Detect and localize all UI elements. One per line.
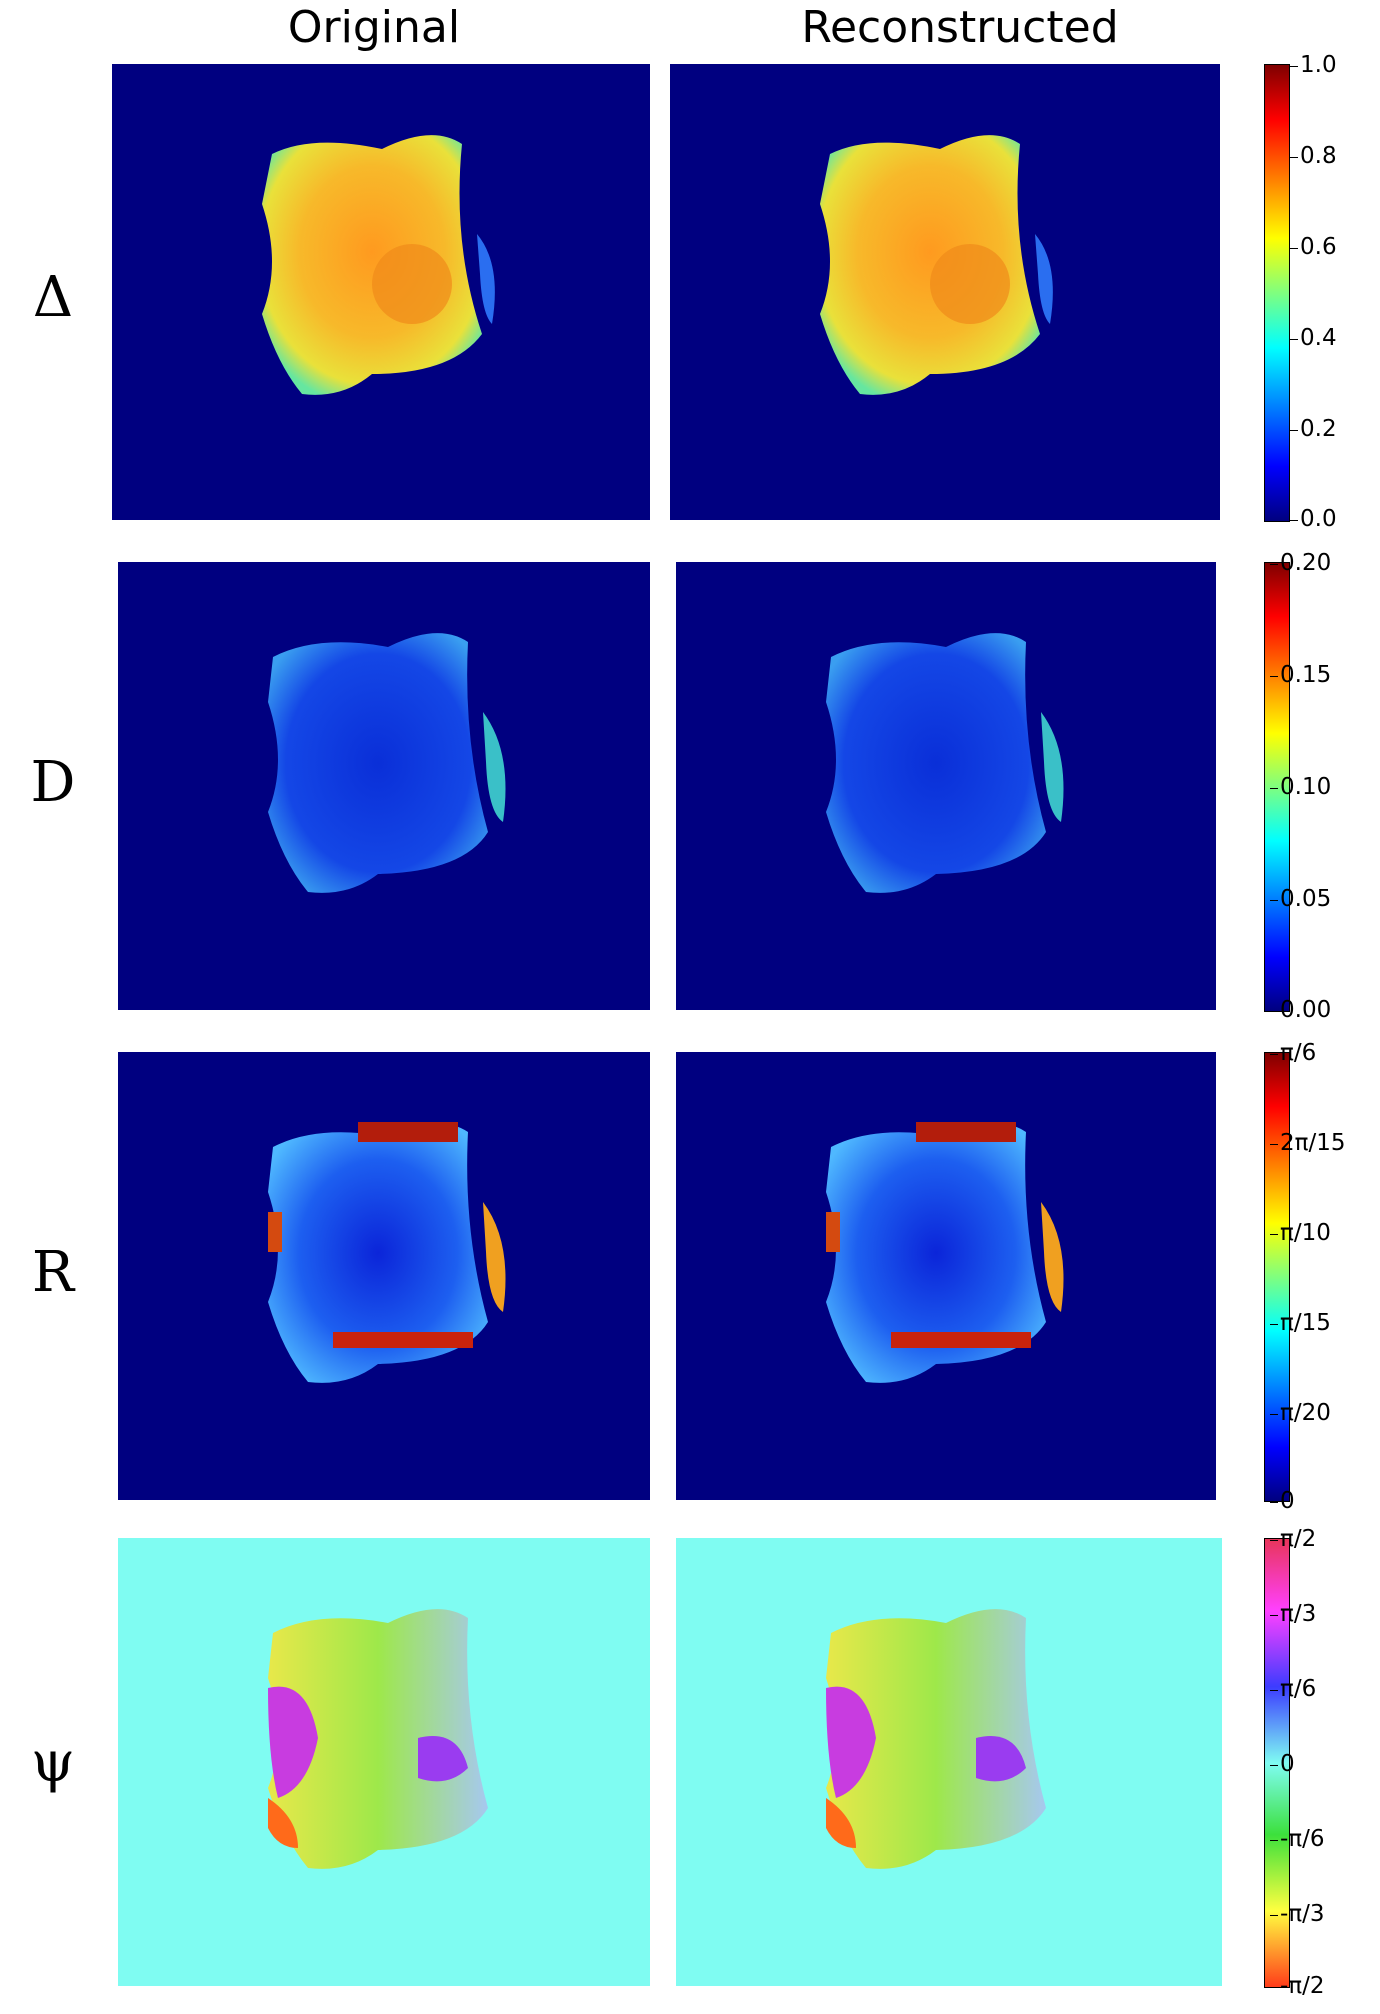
tick-r-1: 2π/15 xyxy=(1270,1130,1346,1156)
tick-r-2: π/10 xyxy=(1270,1220,1331,1246)
tick-psi-5: -π/3 xyxy=(1270,1901,1325,1927)
column-title-reconstructed: Reconstructed xyxy=(801,2,1119,53)
colorbar-psi xyxy=(1264,1538,1290,1988)
tick-d-1: 0.15 xyxy=(1269,662,1332,688)
tick-psi-1: π/3 xyxy=(1269,1601,1317,1627)
row-label-delta: Δ xyxy=(32,265,74,330)
tick-delta-4: 0.2 xyxy=(1290,416,1337,442)
panel-psi-original xyxy=(118,1538,650,1986)
tick-d-4: 0.00 xyxy=(1269,997,1332,1023)
tick-r-3: π/15 xyxy=(1270,1310,1331,1336)
colorbar-r xyxy=(1264,1052,1290,1502)
tick-d-2: 0.10 xyxy=(1269,774,1332,800)
tick-d-3: 0.05 xyxy=(1269,886,1332,912)
tick-delta-2: 0.6 xyxy=(1290,234,1337,260)
panel-r-original xyxy=(118,1052,650,1500)
tick-r-0: π/6 xyxy=(1269,1040,1317,1066)
panel-delta-original xyxy=(112,64,650,520)
delta-original-map xyxy=(112,64,650,520)
column-title-original: Original xyxy=(287,2,461,53)
tick-psi-4: -π/6 xyxy=(1270,1826,1325,1852)
tick-psi-6: -π/2 xyxy=(1270,1973,1325,1999)
panel-delta-reconstructed xyxy=(670,64,1220,520)
tick-psi-2: π/6 xyxy=(1269,1676,1317,1702)
colorbar-d xyxy=(1264,562,1290,1012)
delta-reconstructed-map xyxy=(670,64,1220,520)
tick-delta-3: 0.4 xyxy=(1290,325,1337,351)
tick-psi-0: π/2 xyxy=(1269,1526,1317,1552)
d-original-map xyxy=(118,562,650,1010)
tick-delta-1: 0.8 xyxy=(1290,143,1337,169)
tick-delta-5: 0.0 xyxy=(1290,506,1337,532)
r-original-map xyxy=(118,1052,650,1500)
r-reconstructed-map xyxy=(676,1052,1216,1500)
tick-psi-3: 0 xyxy=(1270,1751,1295,1777)
panel-r-reconstructed xyxy=(676,1052,1216,1500)
panel-d-reconstructed xyxy=(676,562,1216,1010)
psi-original-map xyxy=(118,1538,650,1986)
row-label-psi: ψ xyxy=(31,1730,75,1795)
d-reconstructed-map xyxy=(676,562,1216,1010)
row-label-d: D xyxy=(30,750,76,815)
tick-r-4: π/20 xyxy=(1270,1400,1331,1426)
tick-delta-0: 1.0 xyxy=(1290,52,1337,78)
tick-r-5: 0 xyxy=(1270,1488,1295,1514)
panel-d-original xyxy=(118,562,650,1010)
colorbar-delta xyxy=(1264,64,1290,522)
tick-d-0: 0.20 xyxy=(1269,550,1332,576)
psi-reconstructed-map xyxy=(676,1538,1222,1986)
panel-psi-reconstructed xyxy=(676,1538,1222,1986)
row-label-r: R xyxy=(31,1240,75,1305)
